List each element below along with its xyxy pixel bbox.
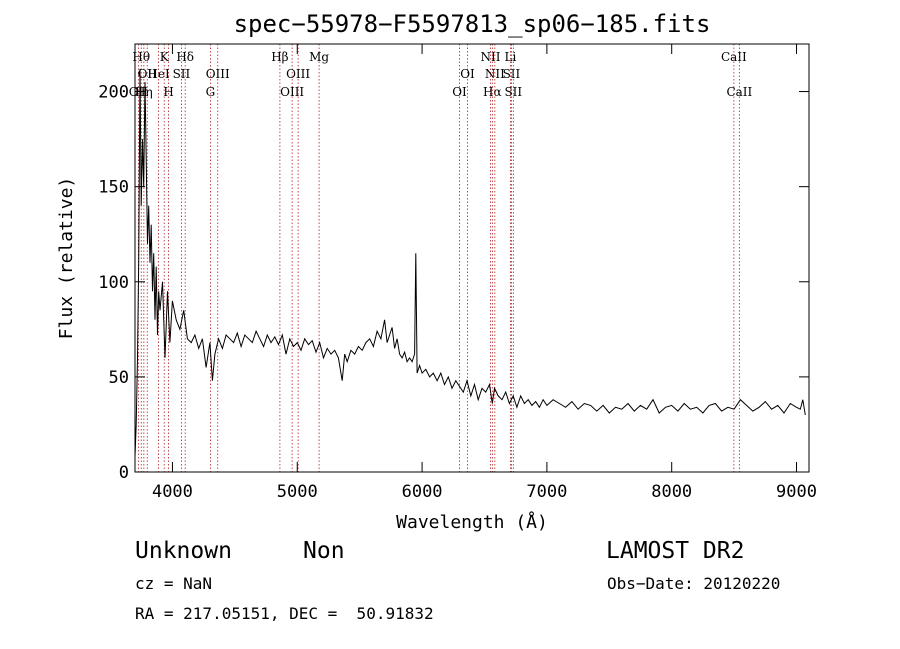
emission-line-label-23: CaII xyxy=(721,50,747,64)
emission-line-label-22: SII xyxy=(504,85,522,99)
x-tick-label-3: 7000 xyxy=(526,482,567,502)
emission-line-label-18: Hα xyxy=(483,85,502,99)
x-tick-label-1: 5000 xyxy=(277,482,318,502)
emission-line-label-3: OII xyxy=(138,67,158,81)
plot-frame xyxy=(134,43,810,473)
x-tick-label-0: 4000 xyxy=(152,482,193,502)
x-axis-label: Wavelength (Å) xyxy=(396,511,548,533)
x-tick-label-2: 6000 xyxy=(402,482,443,502)
redshift: cz = NaN xyxy=(135,574,213,593)
coordinates: RA = 217.05151, DEC = 50.91832 xyxy=(135,604,434,623)
emission-line-label-4: HeI xyxy=(147,67,170,81)
chart-title: spec−55978−F5597813_sp06−185.fits xyxy=(234,10,711,38)
emission-line-label-8: Hδ xyxy=(176,50,194,64)
emission-line-label-16: OI xyxy=(460,67,475,81)
emission-line-label-13: OIII xyxy=(286,67,310,81)
y-tick-label-3: 150 xyxy=(98,178,129,198)
emission-line-label-24: CaII xyxy=(726,85,752,99)
y-tick-label-0: 0 xyxy=(119,463,129,483)
emission-line-label-6: H xyxy=(163,85,173,99)
emission-line-label-20: Li xyxy=(505,50,517,64)
y-axis-label: Flux (relative) xyxy=(56,177,77,340)
spectrum-line xyxy=(134,68,806,457)
object-class: Unknown xyxy=(135,538,232,564)
emission-line-label-21: SII xyxy=(503,67,521,81)
y-tick-label-2: 100 xyxy=(98,273,129,293)
y-tick-label-1: 50 xyxy=(109,368,129,388)
emission-line-label-10: OIII xyxy=(206,67,230,81)
emission-line-label-5: K xyxy=(160,50,170,64)
x-tick-label-4: 8000 xyxy=(651,482,692,502)
obs-date: Obs−Date: 20120220 xyxy=(607,574,781,593)
emission-line-label-15: OI xyxy=(452,85,467,99)
x-tick-label-5: 9000 xyxy=(776,482,817,502)
emission-line-label-7: SII xyxy=(173,67,191,81)
axis-ticks: 4000 5000 6000 7000 8000 9000 0 50 100 150 200 xyxy=(98,44,817,502)
emission-line-label-1: Hθ xyxy=(132,50,150,64)
emission-line-label-12: OIII xyxy=(280,85,304,99)
emission-line-label-11: Hβ xyxy=(271,50,288,64)
emission-line-label-9: G xyxy=(206,85,216,99)
survey-name: LAMOST DR2 xyxy=(606,538,745,564)
emission-lines: OIIHθHηOIIHeIKHSIIHδGOIIIHβOIIIOIIIMgOIO… xyxy=(129,44,753,472)
emission-line-label-14: Mg xyxy=(309,50,329,64)
object-subclass: Non xyxy=(303,538,345,564)
y-tick-label-4: 200 xyxy=(98,83,129,103)
emission-line-label-19: NII xyxy=(485,67,505,81)
emission-line-label-17: NII xyxy=(480,50,500,64)
